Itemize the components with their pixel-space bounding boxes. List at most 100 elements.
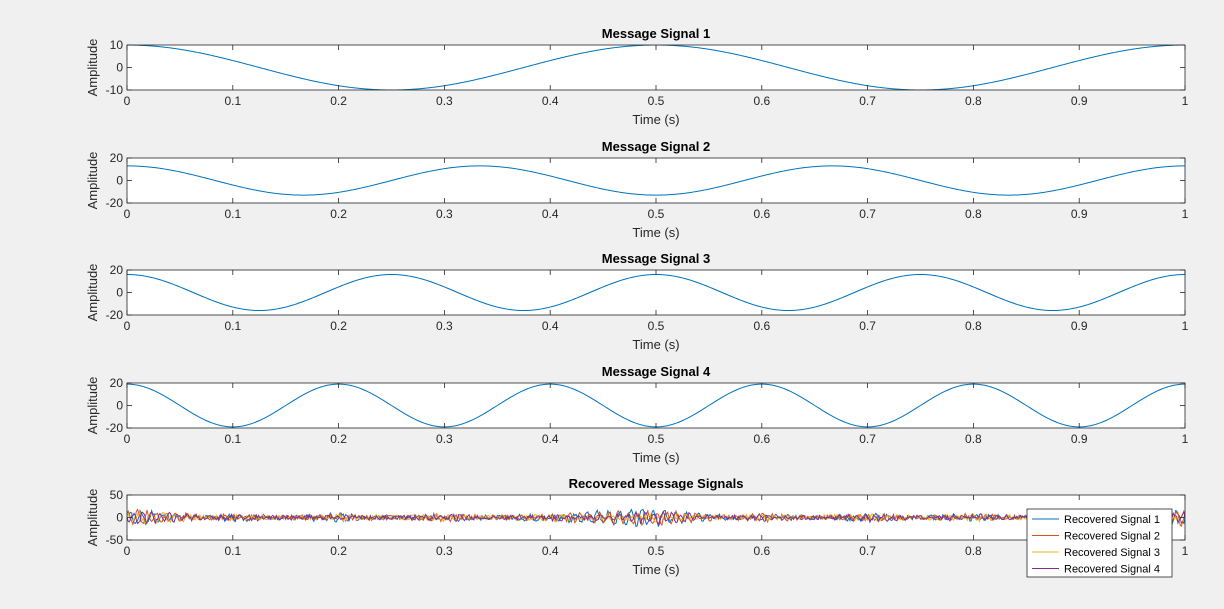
x-tick-label: 0.1: [224, 544, 241, 558]
subplot-4: 0 0.1 0.2 0.3 0.4 0.5 0.6 0.7 0.8 0.9 1-20020Messa…: [85, 364, 1189, 465]
y-tick-label: 0: [116, 399, 123, 413]
x-tick-label: 0.3: [436, 207, 453, 221]
x-tick-label: 0.4: [542, 432, 559, 446]
x-tick-label: 0.4: [542, 94, 559, 108]
legend-label: Recovered Signal 1: [1064, 514, 1160, 526]
series-group: [127, 165, 1185, 196]
plot-area: [127, 45, 1185, 90]
x-tick-label: 0.8: [965, 207, 982, 221]
x-tick-label: 0.6: [753, 319, 770, 333]
x-tick-label: 0.3: [436, 544, 453, 558]
x-tick-label: 0.1: [224, 94, 241, 108]
y-tick-label: 50: [110, 488, 124, 502]
x-tick-label: 0.4: [542, 207, 559, 221]
x-tick-label: 1: [1182, 319, 1189, 333]
y-tick-label: 20: [110, 151, 124, 165]
subplot-3: 0 0.1 0.2 0.3 0.4 0.5 0.6 0.7 0.8 0.9 1-20020Messa…: [85, 251, 1189, 352]
y-axis-label: Amplitude: [85, 264, 100, 322]
series-line-4: [127, 509, 1185, 526]
x-tick-label: 0.9: [1071, 94, 1088, 108]
x-tick-label: 0.8: [965, 319, 982, 333]
x-tick-label: 0.3: [436, 432, 453, 446]
subplot-2: 0 0.1 0.2 0.3 0.4 0.5 0.6 0.7 0.8 0.9 1-20020Messa…: [85, 139, 1189, 240]
x-tick-label: 0.5: [648, 94, 665, 108]
series-line-1: [127, 165, 1185, 196]
subplot-title: Message Signal 3: [602, 251, 710, 266]
legend-label: Recovered Signal 4: [1064, 564, 1160, 576]
x-tick-label: 0.5: [648, 207, 665, 221]
x-tick-label: 1: [1182, 207, 1189, 221]
x-tick-label: 0.9: [1071, 432, 1088, 446]
x-tick-label: 0.1: [224, 207, 241, 221]
x-axis-label: Time (s): [632, 112, 679, 127]
x-tick-label: 0.1: [224, 319, 241, 333]
series-line-1: [127, 45, 1185, 90]
subplot-1: 0 0.1 0.2 0.3 0.4 0.5 0.6 0.7 0.8 0.9 1-10010Messa…: [85, 26, 1189, 127]
x-tick-label: 0.4: [542, 319, 559, 333]
series-group: [127, 508, 1185, 528]
x-axis-label: Time (s): [632, 450, 679, 465]
x-tick-label: 0.7: [859, 207, 876, 221]
legend-label: Recovered Signal 2: [1064, 531, 1160, 543]
plot-area: [127, 383, 1185, 428]
series-group: [127, 45, 1185, 90]
x-tick-label: 0.6: [753, 207, 770, 221]
subplot-5: 00.10.20.30.40.50.60.70.80.91-50050Recov…: [85, 476, 1189, 578]
x-axis-label: Time (s): [632, 562, 679, 577]
y-tick-label: 0: [116, 511, 123, 525]
x-tick-label: 0.3: [436, 319, 453, 333]
x-tick-label: 0.2: [330, 544, 347, 558]
y-axis-label: Amplitude: [85, 377, 100, 435]
y-tick-label: -20: [106, 196, 124, 210]
legend: Recovered Signal 1 Recovered Signal 2 Reco…: [1026, 508, 1173, 578]
y-tick-label: 0: [116, 286, 123, 300]
x-tick-label: 0.1: [224, 432, 241, 446]
y-tick-label: 20: [110, 376, 124, 390]
y-tick-label: -10: [106, 83, 124, 97]
y-tick-label: -20: [106, 308, 124, 322]
x-tick-label: 0: [124, 319, 131, 333]
subplot-title: Message Signal 4: [602, 364, 711, 379]
x-tick-label: 0.6: [753, 544, 770, 558]
x-tick-label: 0.5: [648, 319, 665, 333]
x-axis-label: Time (s): [632, 337, 679, 352]
y-axis-label: Amplitude: [85, 39, 100, 97]
x-tick-label: 0.2: [330, 432, 347, 446]
y-tick-label: -20: [106, 421, 124, 435]
subplot-title: Message Signal 1: [602, 26, 710, 41]
x-tick-label: 0: [124, 94, 131, 108]
legend-label: Recovered Signal 3: [1064, 547, 1160, 559]
x-tick-label: 0.5: [648, 432, 665, 446]
series-line-3: [127, 510, 1185, 525]
y-tick-label: 0: [116, 174, 123, 188]
x-tick-label: 0.7: [859, 544, 876, 558]
x-axis-label: Time (s): [632, 225, 679, 240]
x-tick-label: 0: [124, 432, 131, 446]
plot-area: [127, 270, 1185, 315]
x-tick-label: 0.7: [859, 94, 876, 108]
x-tick-label: 0.6: [753, 94, 770, 108]
x-tick-label: 0.4: [542, 544, 559, 558]
y-axis-label: Amplitude: [85, 152, 100, 210]
x-tick-label: 0.9: [1071, 319, 1088, 333]
x-tick-label: 0.2: [330, 319, 347, 333]
x-tick-label: 0.3: [436, 94, 453, 108]
x-tick-label: 0.7: [859, 319, 876, 333]
x-tick-label: 0.5: [648, 544, 665, 558]
x-tick-label: 0: [124, 544, 131, 558]
x-tick-label: 0.2: [330, 207, 347, 221]
y-tick-label: -50: [106, 533, 124, 547]
plot-area: [127, 158, 1185, 203]
x-tick-label: 1: [1182, 94, 1189, 108]
x-tick-label: 0.8: [965, 432, 982, 446]
x-tick-label: 0.2: [330, 94, 347, 108]
x-tick-label: 0.6: [753, 432, 770, 446]
x-tick-label: 0.8: [965, 544, 982, 558]
x-tick-label: 0.8: [965, 94, 982, 108]
x-tick-label: 1: [1182, 544, 1189, 558]
y-tick-label: 20: [110, 263, 124, 277]
legend-box: [1026, 508, 1173, 578]
y-tick-label: 0: [116, 61, 123, 75]
x-tick-label: 1: [1182, 432, 1189, 446]
